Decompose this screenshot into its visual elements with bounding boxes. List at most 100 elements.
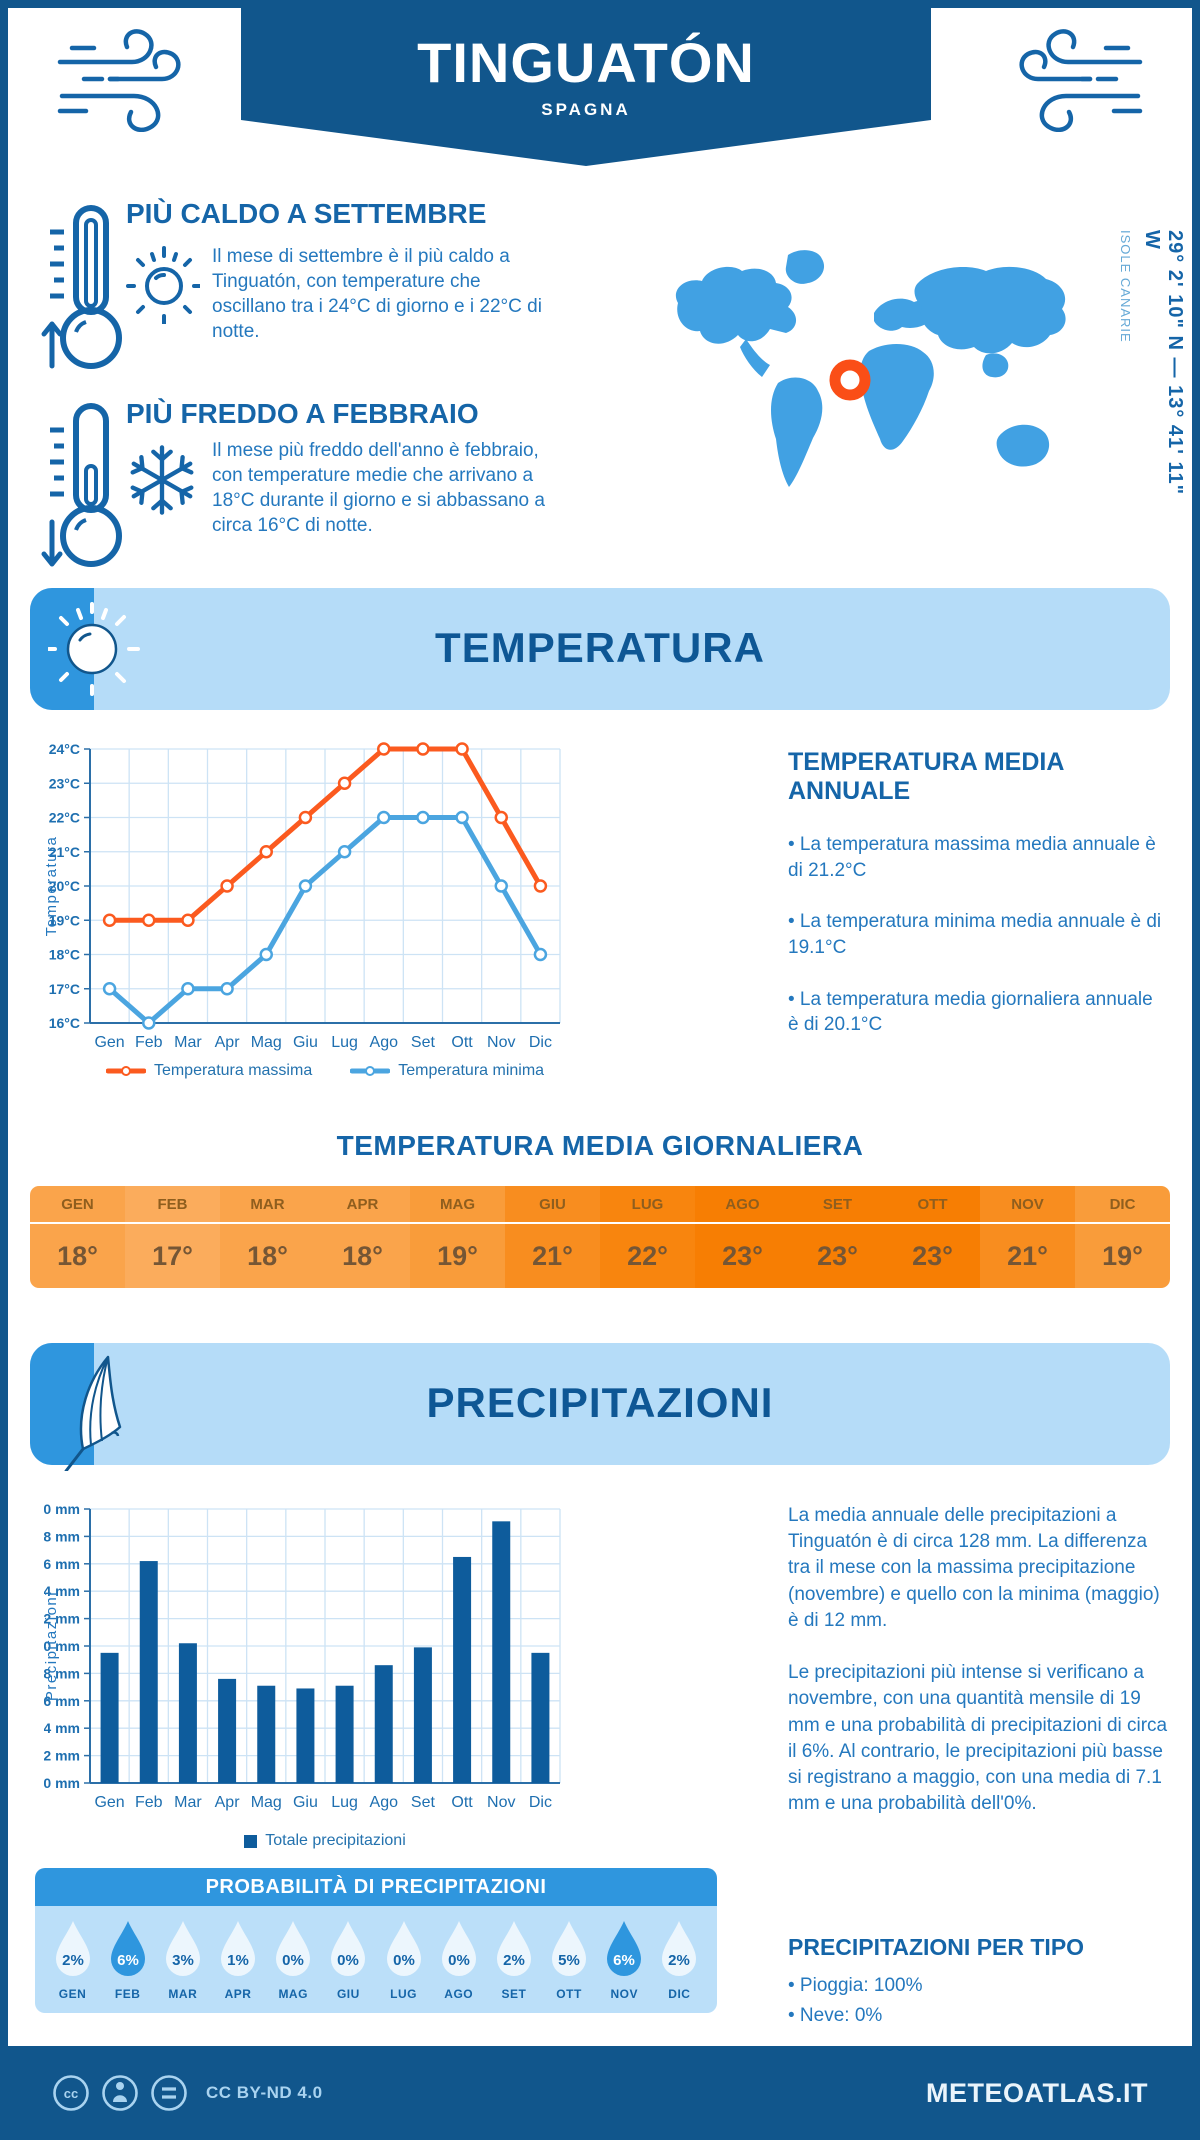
svg-text:6%: 6% xyxy=(117,1952,139,1969)
sun-icon xyxy=(126,246,200,324)
table-month: LUG xyxy=(600,1186,695,1224)
table-value: 19° xyxy=(437,1240,478,1271)
annual-bullet: • La temperatura massima media annuale è… xyxy=(788,834,1156,881)
svg-text:cc: cc xyxy=(64,2086,78,2101)
svg-text:8 mm: 8 mm xyxy=(44,1665,80,1681)
svg-text:2%: 2% xyxy=(669,1952,691,1969)
daily-table-title: TEMPERATURA MEDIA GIORNALIERA xyxy=(336,1130,864,1161)
precipitation-type-item: • Neve: 0% xyxy=(788,2005,883,2026)
highlight-cold-text: Il mese più freddo dell'anno è febbraio,… xyxy=(212,440,545,537)
svg-text:Mag: Mag xyxy=(251,1794,282,1811)
table-column: AGO 23° xyxy=(695,1186,790,1288)
droplet-icon: 6% xyxy=(607,1921,642,1976)
table-month: NOV xyxy=(980,1186,1075,1224)
svg-text:2 mm: 2 mm xyxy=(44,1748,80,1764)
site-name: METEOATLAS.IT xyxy=(926,2077,1148,2108)
precipitation-text-block: La media annuale delle precipitazioni a … xyxy=(788,1503,1168,1843)
svg-text:5%: 5% xyxy=(558,1952,580,1969)
probability-droplet: 6% FEB xyxy=(102,1918,153,2001)
droplet-icon: 0% xyxy=(386,1921,421,1976)
legend-item: Temperatura minima xyxy=(350,1062,544,1080)
table-column: GIU 21° xyxy=(505,1186,600,1288)
annual-bullet: • La temperatura minima media annuale è … xyxy=(788,911,1162,958)
table-value: 18° xyxy=(247,1240,288,1271)
svg-text:Apr: Apr xyxy=(215,1034,241,1051)
svg-text:6%: 6% xyxy=(613,1952,635,1969)
svg-text:Precipitazioni: Precipitazioni xyxy=(44,1591,60,1701)
svg-text:24°C: 24°C xyxy=(49,741,80,757)
annual-bullet: • La temperatura media giornaliera annua… xyxy=(788,988,1153,1036)
svg-text:20°C: 20°C xyxy=(49,878,80,894)
droplet-month: OTT xyxy=(556,1987,582,2001)
precipitation-paragraph-1: La media annuale delle precipitazioni a … xyxy=(788,1505,1160,1631)
droplet-month: NOV xyxy=(610,1987,638,2001)
temperature-line-chart: 16°C 17°C 18°C 19°C 20°C 21°C 22°C 23°C 24°C Gen F… xyxy=(44,741,561,1051)
table-column: OTT 23° xyxy=(885,1186,980,1288)
svg-text:Mar: Mar xyxy=(174,1034,202,1051)
svg-text:Set: Set xyxy=(411,1794,436,1811)
license-text: CC BY-ND 4.0 xyxy=(206,2083,323,2102)
table-column: MAR 18° xyxy=(220,1186,315,1288)
thermometer-down-icon xyxy=(41,403,122,567)
probability-droplet: 0% AGO xyxy=(433,1918,484,2001)
table-column: GEN 18° xyxy=(30,1186,125,1288)
droplet-icon: 0% xyxy=(441,1921,476,1976)
svg-text:4 mm: 4 mm xyxy=(44,1720,80,1736)
droplet-month: SET xyxy=(501,1987,527,2001)
droplet-icon: 3% xyxy=(165,1921,200,1976)
legend-marker xyxy=(350,1066,391,1076)
svg-text:Ott: Ott xyxy=(451,1794,473,1811)
probability-droplet: 0% LUG xyxy=(378,1918,429,2001)
table-value: 17° xyxy=(152,1240,193,1271)
annual-heading: TEMPERATURA MEDIA ANNUALE xyxy=(788,748,1064,805)
svg-text:0%: 0% xyxy=(338,1952,360,1969)
table-value: 19° xyxy=(1102,1240,1143,1271)
legend-marker xyxy=(105,1066,146,1076)
temperature-section-title: TEMPERATURA xyxy=(435,624,765,671)
table-month: APR xyxy=(315,1186,410,1224)
umbrella-banner-icon xyxy=(64,1355,122,1471)
precipitation-section-title: PRECIPITAZIONI xyxy=(426,1379,774,1426)
precipitation-bar-chart: 0 mm 2 mm 4 mm 6 mm 8 mm 10 mm 12 mm 14 mm 16 mm… xyxy=(44,1501,561,1811)
highlight-cold-title: PIÙ FREDDO A FEBBRAIO xyxy=(126,398,479,429)
droplet-month: APR xyxy=(224,1987,252,2001)
svg-text:Gen: Gen xyxy=(94,1794,124,1811)
table-month: GEN xyxy=(30,1186,125,1224)
svg-text:12 mm: 12 mm xyxy=(44,1611,80,1627)
snowflake-icon xyxy=(130,445,194,515)
svg-text:0%: 0% xyxy=(282,1952,304,1969)
table-month: MAG xyxy=(410,1186,505,1224)
svg-text:Ago: Ago xyxy=(370,1794,399,1811)
svg-text:16°C: 16°C xyxy=(49,1015,80,1031)
svg-text:19°C: 19°C xyxy=(49,912,80,928)
page-subtitle: SPAGNA xyxy=(541,100,631,119)
table-value: 22° xyxy=(627,1240,668,1271)
probability-droplets: 2% GEN 6% FEB 3% MAR 1% APR 0% MAG 0% GIU 0% LUG 0% AGO… xyxy=(35,1906,717,2013)
precipitation-legend: Totale precipitazioni xyxy=(90,1832,560,1850)
table-column: MAG 19° xyxy=(410,1186,505,1288)
svg-text:6 mm: 6 mm xyxy=(44,1693,80,1709)
svg-text:17°C: 17°C xyxy=(49,981,80,997)
svg-text:2%: 2% xyxy=(62,1952,84,1969)
table-value: 21° xyxy=(1007,1240,1048,1271)
highlight-warm-title: PIÙ CALDO A SETTEMBRE xyxy=(126,198,487,229)
probability-droplet: 0% GIU xyxy=(323,1918,374,2001)
svg-text:18°C: 18°C xyxy=(49,947,80,963)
svg-text:18 mm: 18 mm xyxy=(44,1528,80,1544)
droplet-month: AGO xyxy=(444,1987,474,2001)
droplet-month: FEB xyxy=(114,1987,141,2001)
daily-temperature-table: GEN 18° FEB 17° MAR 18° APR 18° MAG 19° GIU 21° LUG 2… xyxy=(30,1186,1170,1288)
svg-text:Lug: Lug xyxy=(331,1034,358,1051)
precipitation-paragraph-2: Le precipitazioni più intense si verific… xyxy=(788,1662,1168,1815)
probability-droplet: 5% OTT xyxy=(544,1918,595,2001)
highlight-warm-text: Il mese di settembre è il più caldo a Ti… xyxy=(212,246,542,343)
table-value: 18° xyxy=(342,1240,383,1271)
location-marker xyxy=(829,359,871,401)
legend-item: Temperatura massima xyxy=(105,1062,312,1080)
precipitation-banner: PRECIPITAZIONI xyxy=(30,1343,1170,1471)
svg-text:20 mm: 20 mm xyxy=(44,1501,80,1517)
svg-text:Ago: Ago xyxy=(370,1034,399,1051)
svg-text:10 mm: 10 mm xyxy=(44,1638,80,1654)
precipitation-type-block: PRECIPITAZIONI PER TIPO • Pioggia: 100% … xyxy=(788,1934,1168,2027)
droplet-month: LUG xyxy=(390,1987,417,2001)
